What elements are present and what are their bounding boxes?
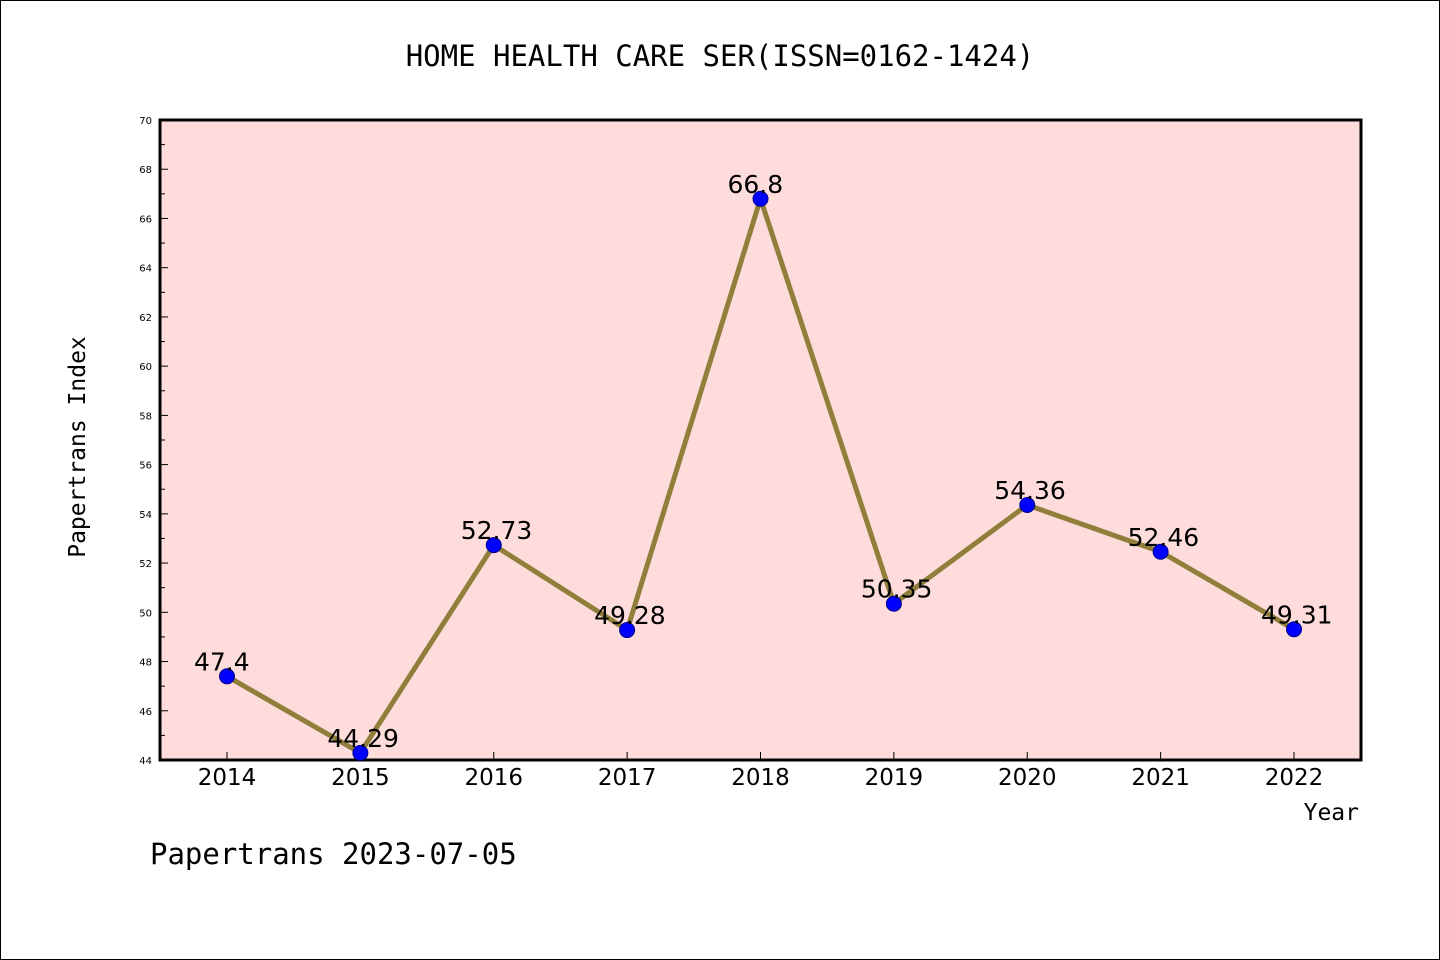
data-label: 52.46 bbox=[1128, 523, 1200, 552]
data-label: 52.73 bbox=[461, 516, 533, 545]
data-label: 44.29 bbox=[327, 724, 399, 753]
x-tick-label: 2019 bbox=[865, 765, 924, 791]
y-tick-label: 58 bbox=[139, 411, 152, 422]
y-tick-label: 48 bbox=[139, 658, 152, 669]
plot-area bbox=[158, 118, 1363, 762]
data-point bbox=[885, 595, 902, 612]
data-point bbox=[619, 622, 636, 639]
y-tick-label: 44 bbox=[139, 756, 152, 767]
x-tick-label: 2016 bbox=[464, 765, 523, 791]
data-label: 54.36 bbox=[994, 476, 1066, 505]
x-axis-label: Year bbox=[1304, 800, 1359, 826]
data-point bbox=[485, 537, 502, 554]
data-label: 47.4 bbox=[194, 647, 250, 676]
y-tick-label: 46 bbox=[139, 707, 152, 718]
y-tick-label: 70 bbox=[139, 116, 152, 127]
y-tick-label: 52 bbox=[139, 559, 152, 570]
x-tick-label: 2017 bbox=[598, 765, 657, 791]
data-label: 50.35 bbox=[861, 575, 933, 604]
y-tick-label: 68 bbox=[139, 165, 152, 176]
data-markers bbox=[219, 190, 1302, 761]
data-point bbox=[752, 190, 769, 207]
data-point bbox=[1019, 496, 1036, 513]
y-tick-label: 66 bbox=[139, 214, 152, 225]
x-tick-label: 2022 bbox=[1265, 765, 1324, 791]
data-point bbox=[1152, 543, 1169, 560]
footer-credit: Papertrans 2023-07-05 bbox=[150, 837, 517, 871]
x-tick-label: 2020 bbox=[998, 765, 1057, 791]
x-tick-label: 2014 bbox=[198, 765, 257, 791]
chart-title: HOME HEALTH CARE SER(ISSN=0162-1424) bbox=[406, 39, 1035, 73]
y-tick-label: 60 bbox=[139, 362, 152, 373]
y-tick-label: 50 bbox=[139, 608, 152, 619]
data-point bbox=[1286, 621, 1302, 638]
x-tick-label: 2021 bbox=[1131, 765, 1190, 791]
data-point bbox=[219, 668, 235, 685]
x-tick-label: 2018 bbox=[731, 765, 790, 791]
data-point bbox=[352, 744, 369, 761]
data-label: 49.31 bbox=[1261, 600, 1333, 629]
x-axis: 2014 2015 2016 2017 2018 2019 2020 2021 2022 bbox=[198, 752, 1324, 791]
data-labels: 47.4 44.29 52.73 49.28 66.8 50.35 54.36 52.46 49… bbox=[194, 170, 1333, 753]
data-label: 49.28 bbox=[594, 601, 666, 630]
y-tick-label: 62 bbox=[139, 313, 152, 324]
data-label: 66.8 bbox=[728, 170, 784, 199]
y-tick-label: 54 bbox=[139, 510, 152, 521]
y-axis-label: Papertrans Index bbox=[65, 336, 91, 558]
y-tick-label: 64 bbox=[139, 264, 152, 275]
x-tick-label: 2015 bbox=[331, 765, 390, 791]
y-axis: 44 46 48 50 52 54 56 58 60 62 64 66 68 70 bbox=[139, 116, 168, 767]
y-tick-label: 56 bbox=[139, 461, 152, 472]
